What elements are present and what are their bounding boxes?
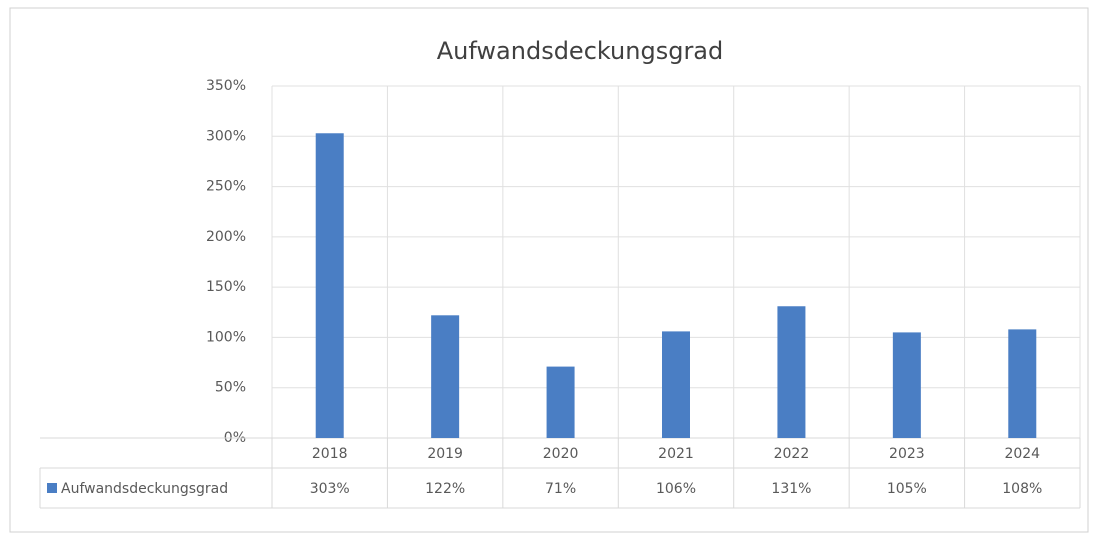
x-tick-label: 2022 [774,446,810,462]
data-table-value: 303% [310,481,350,497]
y-tick-label: 200% [206,229,246,245]
chart-border [9,7,1089,533]
bar [1008,329,1037,438]
y-tick-label: 50% [215,380,246,396]
bar [777,306,806,438]
y-tick-label: 150% [206,279,246,295]
data-table-value: 108% [1002,481,1042,497]
x-tick-label: 2018 [312,446,348,462]
bar [315,133,344,439]
legend-label: Aufwandsdeckungsgrad [61,481,228,497]
data-table-value: 106% [656,481,696,497]
bar [546,366,575,438]
x-tick-label: 2024 [1004,446,1040,462]
y-tick-label: 250% [206,179,246,195]
x-tick-label: 2020 [543,446,579,462]
bar [662,331,690,438]
data-table-value: 71% [545,481,576,497]
data-table-value: 131% [771,481,811,497]
y-tick-label: 100% [206,329,246,345]
bar [431,315,460,438]
chart-title: Aufwandsdeckungsgrad [437,37,724,65]
data-table-value: 105% [887,481,927,497]
x-tick-label: 2021 [658,446,694,462]
bar [892,332,921,438]
legend-key [47,483,57,493]
x-tick-label: 2019 [427,446,463,462]
y-tick-label: 300% [206,128,246,144]
data-table-value: 122% [425,481,465,497]
y-tick-label: 350% [206,78,246,94]
x-tick-label: 2023 [889,446,925,462]
